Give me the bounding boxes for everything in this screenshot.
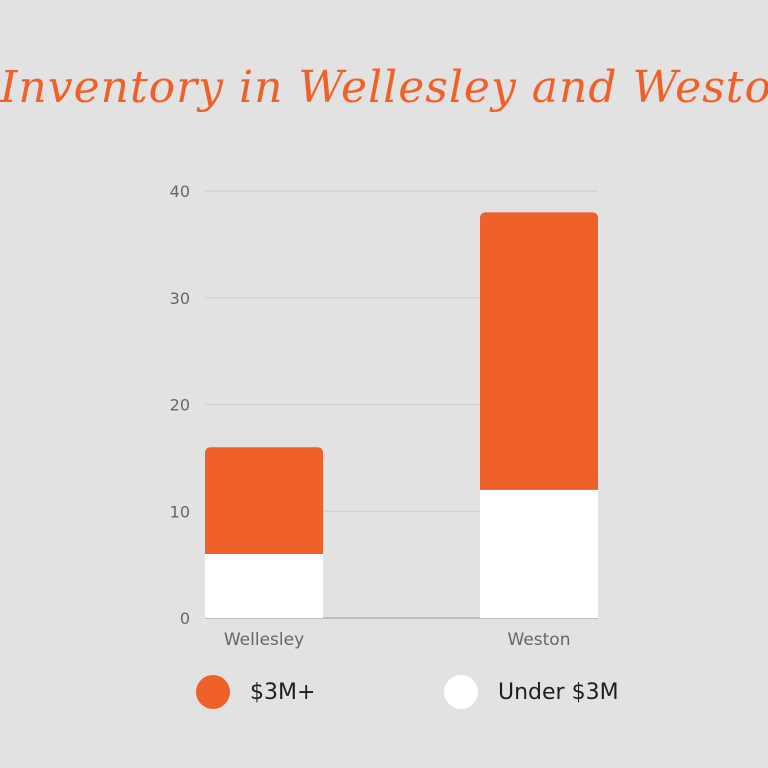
legend-item-3m-plus: $3M+ (196, 674, 315, 710)
legend-label-under-3m: Under $3M (498, 679, 619, 705)
bar-weston-under-3m (480, 489, 598, 618)
bar-wellesley-under-3m (205, 553, 323, 618)
x-category-label: Weston (508, 630, 571, 650)
legend-label-3m-plus: $3M+ (250, 679, 316, 705)
chart-title: Inventory in Wellesley and Weston (0, 62, 768, 113)
legend-swatch-under-3m (444, 675, 478, 709)
y-tick-label: 30 (170, 289, 190, 308)
y-tick-label: 10 (170, 502, 190, 521)
legend-swatch-3m-plus (196, 675, 230, 709)
x-axis-labels: Wellesley Weston (224, 630, 571, 650)
legend-item-under-3m: Under $3M (444, 674, 619, 710)
legend: $3M+ Under $3M (0, 674, 768, 710)
y-axis-ticks: 0 10 20 30 40 (170, 182, 190, 628)
bar-wellesley-3m-plus (205, 447, 323, 554)
x-category-label: Wellesley (224, 630, 304, 650)
y-tick-label: 40 (170, 182, 190, 201)
y-tick-label: 20 (170, 396, 190, 415)
bar-weston-3m-plus (480, 212, 598, 490)
y-tick-label: 0 (180, 609, 190, 628)
bars (205, 212, 598, 618)
